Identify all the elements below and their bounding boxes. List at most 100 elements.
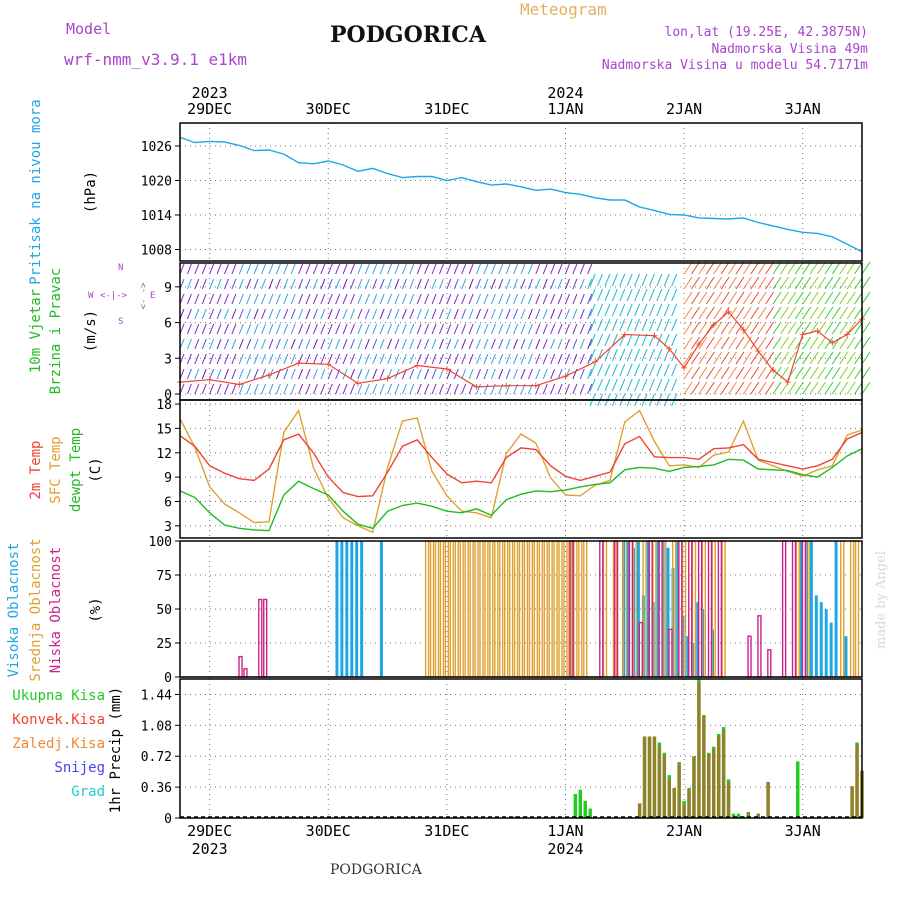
wind-barb	[691, 276, 700, 290]
cloud-bar-mid	[513, 540, 519, 678]
wind-barb	[634, 273, 641, 287]
wind-barb	[572, 263, 578, 275]
wind-barb	[641, 378, 648, 392]
wind-barb	[364, 278, 370, 290]
wind-barb	[261, 278, 267, 290]
precipitation-ytick-label: 0	[164, 812, 172, 827]
wind-barb	[728, 276, 737, 290]
wind-barb	[224, 308, 229, 320]
wind-barb	[283, 263, 289, 275]
wind-barb	[261, 308, 267, 320]
wind-barb	[298, 338, 304, 350]
wind-barb	[611, 288, 618, 302]
wind-barb	[809, 351, 819, 365]
wind-ylabel-2: Brzina i Pravac	[48, 268, 64, 394]
wind-barb	[505, 263, 511, 275]
wind-barb	[283, 353, 289, 365]
wind-barb	[846, 291, 856, 305]
wind-barb	[535, 308, 541, 320]
cloud-bar-low	[243, 668, 248, 678]
wind-barb	[648, 363, 655, 377]
clouds-ytick-label: 75	[156, 569, 172, 584]
wind-barb	[446, 338, 452, 350]
wind-legend-arrows-h: <-|->	[100, 291, 128, 301]
wind-barb	[671, 333, 678, 347]
wind-barb	[342, 383, 348, 395]
wind-barb	[194, 338, 200, 350]
wind-barb	[320, 323, 326, 335]
wind-barb	[735, 336, 745, 350]
wind-ytick-label: 0	[164, 388, 172, 403]
wind-barb	[379, 338, 385, 350]
wind-barb	[350, 353, 355, 365]
wind-barb	[253, 368, 259, 380]
cloud-bar-mid	[503, 540, 509, 678]
wind-barb	[268, 338, 274, 350]
wind-barb	[587, 353, 593, 365]
wind-barb	[589, 273, 596, 287]
wind-barb	[683, 276, 693, 290]
wind-barb	[527, 323, 533, 335]
wind-barb	[253, 263, 259, 275]
cloud-bar-mid	[840, 540, 845, 678]
wind-barb	[611, 273, 618, 287]
wind-barb	[357, 368, 363, 380]
wind-barb	[817, 351, 826, 365]
wind-unit: (m/s)	[83, 310, 99, 352]
cloud-bar-mid	[474, 540, 479, 678]
wind-barb	[597, 363, 604, 377]
wind-barb	[209, 338, 215, 350]
wind-barb	[409, 353, 415, 365]
wind-barb	[520, 368, 526, 380]
wind-barb	[787, 351, 797, 365]
wind-barb	[671, 288, 678, 302]
wind-barb	[290, 323, 296, 335]
wind-barb	[490, 308, 496, 320]
wind-barb	[446, 353, 452, 365]
precip-bar-total	[731, 813, 736, 818]
wind-barb	[698, 291, 708, 305]
cloud-bar-high	[809, 541, 813, 677]
wind-barb	[253, 323, 259, 335]
wind-barb	[438, 368, 444, 380]
wind-barb	[817, 366, 826, 380]
wind-barb	[802, 306, 812, 320]
wind-barb	[275, 383, 281, 395]
temp-2m-line	[179, 431, 863, 498]
wind-barb	[698, 351, 708, 365]
wind-barb	[705, 381, 715, 395]
wind-barb	[194, 263, 200, 275]
wind-barb	[394, 308, 400, 320]
wind-barb	[550, 293, 556, 305]
wind-barb	[597, 273, 604, 287]
wind-barb	[550, 323, 556, 335]
meteogram-label: Meteogram	[520, 0, 607, 19]
wind-barb	[698, 321, 708, 335]
precip-bar-conv	[677, 762, 681, 818]
wind-barb	[817, 306, 826, 320]
wind-barb	[846, 306, 856, 320]
wind-barb	[201, 278, 207, 290]
model-elevation-label: Nadmorska Visina u modelu 54.7171m	[601, 58, 868, 73]
wind-barb	[634, 318, 641, 332]
wind-barb	[394, 353, 400, 365]
wind-barb	[364, 383, 370, 395]
wind-barb	[794, 366, 804, 380]
wind-barb	[238, 308, 244, 320]
wind-barb	[387, 293, 393, 305]
wind-barb	[817, 276, 826, 290]
wind-barb	[394, 278, 400, 290]
wind-barb	[305, 263, 311, 275]
wind-barb	[527, 353, 533, 365]
cloud-mid-ylabel: Srednja Oblacnost	[28, 538, 44, 681]
wind-barb	[565, 308, 570, 320]
precip-bar-conv	[687, 788, 691, 818]
wind-barb	[275, 263, 281, 275]
wind-barb	[216, 383, 222, 395]
wind-barb	[327, 338, 333, 350]
wind-barb	[468, 308, 474, 320]
precip-bar-conv	[652, 736, 657, 818]
wind-barb	[735, 351, 745, 365]
wind-barb	[527, 338, 533, 350]
pressure-ytick-label: 1026	[141, 140, 172, 155]
